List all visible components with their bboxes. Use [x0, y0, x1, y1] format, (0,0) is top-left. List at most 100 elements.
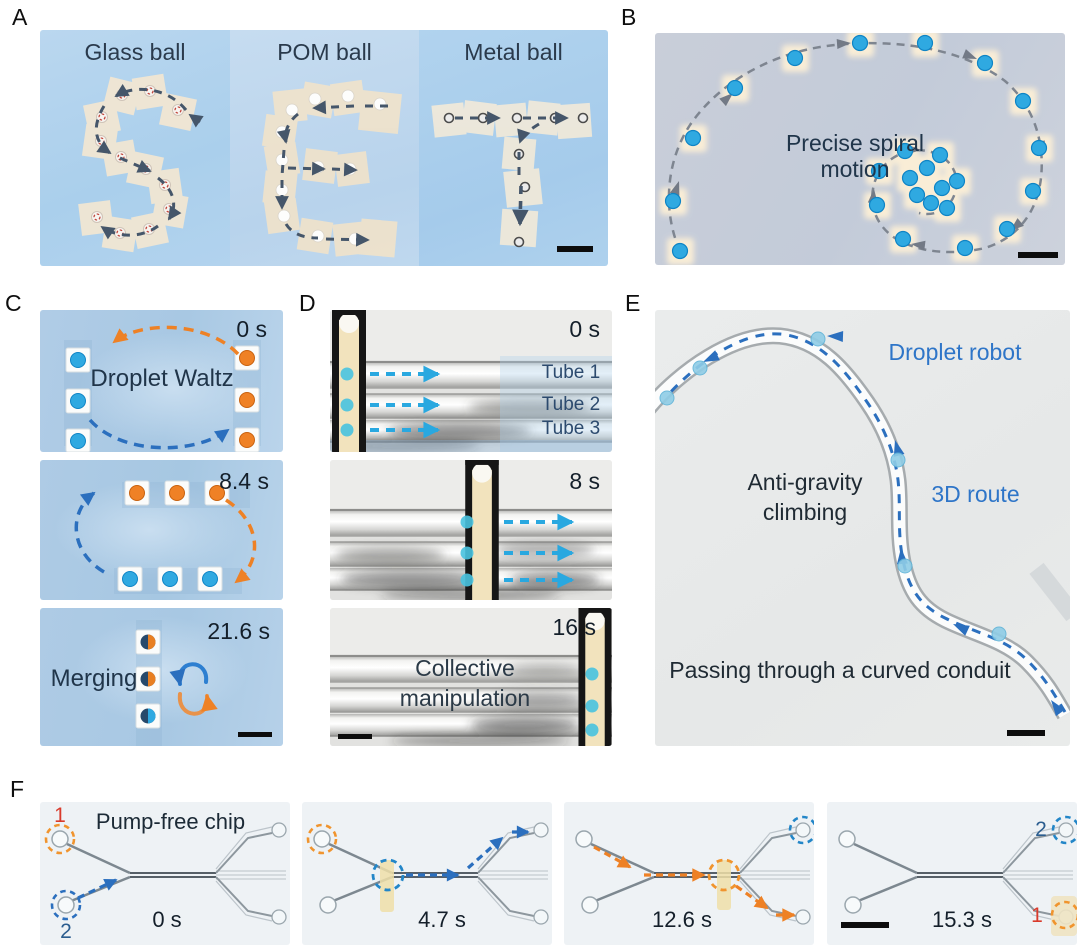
scale-bar [557, 246, 593, 252]
motion-arrows [370, 365, 441, 439]
droplets [340, 367, 354, 437]
spiral-caption: Precise spiral motion [785, 130, 925, 182]
scale-bar [1007, 730, 1045, 736]
chip-graphic-3 [564, 802, 814, 945]
timestamp: 21.6 s [207, 618, 270, 644]
timestamp: 0 s [236, 316, 267, 342]
outlet-2-marker-circle [1051, 815, 1077, 845]
droplet-position-circle [371, 858, 405, 892]
letter-s-graphic [78, 73, 204, 253]
s-route-arrows [94, 84, 204, 240]
tube-label-1: Tube 1 [541, 362, 601, 383]
panel-label-f: F [10, 776, 25, 802]
panel-c-frame-3: Merging 21.6 s [40, 608, 283, 746]
spiral-graphic [660, 33, 1058, 265]
letter-t-graphic [431, 100, 593, 252]
conduit-graphic [655, 327, 1070, 736]
waltz-graphic-1 [64, 325, 261, 452]
blue-droplets [70, 352, 86, 449]
droplet-robot-label: Droplet robot [888, 339, 1022, 365]
timestamp: 0 s [152, 907, 182, 932]
subpanel-title: Glass ball [84, 39, 186, 65]
tubes-graphic-1 [330, 310, 612, 452]
timestamp: 15.3 s [932, 907, 992, 932]
e-route-arrows [275, 100, 388, 247]
spiral-path [667, 41, 1043, 254]
inlet-1-marker-circle [44, 823, 76, 855]
chip-title: Pump-free chip [95, 809, 246, 834]
blue-route-arrows [406, 825, 530, 882]
panel-d-frame-1: 0 s Tube 1 Tube 2 Tube 3 [330, 310, 612, 452]
magnet-patch [1051, 896, 1077, 936]
pads [431, 100, 593, 248]
panel-d-frame-2: 8 s [330, 460, 612, 600]
route-label: 3D route [931, 481, 1020, 507]
pads [78, 73, 197, 253]
panel-b-photo: Precise spiral motion [655, 33, 1065, 265]
subpanel-title: Metal ball [464, 39, 563, 65]
droplet-position-circle [707, 858, 741, 892]
panel-a-sub-glass: Glass ball [40, 30, 230, 266]
droplets [664, 34, 1048, 260]
orange-droplets [239, 350, 255, 448]
collective-caption-line1: Collective [415, 655, 515, 681]
route-dashed [665, 332, 1067, 713]
blue-swirl-arrow [169, 662, 209, 687]
merging-caption: Merging [50, 665, 138, 692]
panel-f-frame-2: 4.7 s [302, 802, 552, 945]
tube-shadows [390, 664, 585, 746]
droplets [659, 331, 1007, 642]
magnet-patch [717, 860, 731, 910]
panel-a-sub-pom: POM ball [230, 30, 419, 266]
scale-bar [338, 734, 372, 739]
tube-label-2: Tube 2 [541, 394, 601, 415]
outlet-1-marker-circle [1050, 900, 1077, 930]
outlet-2-marker-circle [788, 815, 814, 845]
chip-graphic-1 [40, 802, 290, 945]
panel-f-frame-1: 1 2 Pump-free chip 0 s [40, 802, 290, 945]
t-route-arrows [455, 111, 569, 227]
timestamp: 4.7 s [418, 907, 466, 932]
chip-graphic-4 [827, 802, 1077, 945]
tubes-graphic-3 [330, 608, 612, 746]
panel-c-frame-2: 8.4 s [40, 460, 283, 600]
merged-droplets [140, 634, 156, 724]
blue-arc-arrow [88, 418, 230, 450]
magnet-patch [380, 860, 394, 912]
blue-tint [330, 440, 612, 452]
connector-piece [1029, 562, 1070, 622]
merging-graphic [135, 620, 272, 746]
scale-bar [841, 922, 889, 928]
waltz-caption: Droplet Waltz [90, 365, 234, 392]
blue-tint [500, 356, 612, 452]
panel-a-sub-metal: Metal ball [419, 30, 608, 266]
anti-gravity-line1: Anti-gravity [747, 469, 863, 495]
panel-d-frame-3: 16 s Collective manipulation [330, 608, 612, 746]
panel-label-e: E [625, 290, 641, 316]
panel-label-d: D [299, 290, 317, 316]
conduit-caption: Passing through a curved conduit [669, 657, 1011, 683]
panel-a-photo: Glass ball [40, 30, 608, 266]
panel-label-b: B [621, 4, 637, 30]
panel-f-frame-3: 12.6 s [564, 802, 814, 945]
timestamp: 0 s [569, 316, 600, 342]
inlet-2-marker-circle [50, 889, 82, 921]
waltz-graphic-2 [74, 480, 257, 594]
inlet-2-number: 2 [60, 920, 72, 943]
orange-arc-arrow [225, 498, 257, 584]
pads [261, 79, 402, 258]
scale-bar [1018, 252, 1058, 258]
timestamp: 12.6 s [652, 907, 712, 932]
panel-c-frame-1: Droplet Waltz 0 s [40, 310, 283, 452]
timestamp: 8.4 s [219, 468, 269, 494]
panel-f-frame-4: 2 1 15.3 s [827, 802, 1077, 945]
panel-label-a: A [12, 4, 28, 30]
scale-bar [238, 732, 272, 737]
orange-route-arrows [593, 845, 796, 922]
inlet-1-number: 1 [54, 804, 66, 827]
motion-arrows [504, 513, 575, 589]
route-arrowheads [703, 331, 1065, 717]
outlet-2-number: 2 [1035, 818, 1047, 841]
letter-e-graphic [261, 79, 402, 258]
